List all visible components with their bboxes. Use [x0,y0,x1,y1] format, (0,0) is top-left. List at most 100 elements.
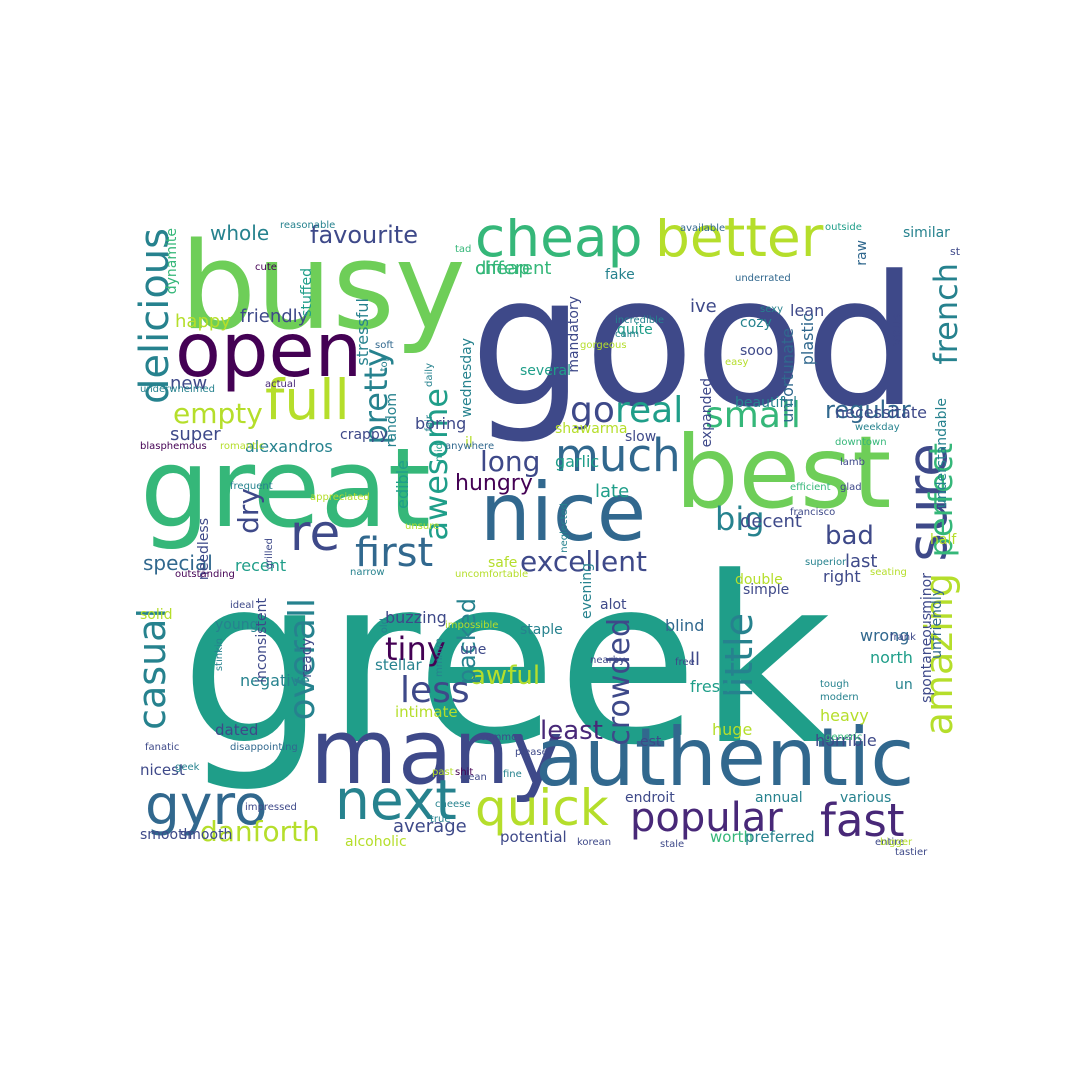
cloud-word: solid [140,607,173,623]
cloud-word: tough [820,679,850,690]
cloud-word: plastic [798,313,817,366]
cloud-word: ive [690,296,717,317]
cloud-word: mandatory [566,296,582,373]
cloud-word: many [310,700,564,805]
cloud-word: regular [825,396,911,424]
cloud-word: fanatic [145,742,180,753]
cloud-word: glad [840,482,862,493]
cloud-word: reasonable [280,220,336,231]
cloud-word: fast [820,794,905,847]
cloud-word: potential [500,828,567,846]
cloud-word: mid [434,443,445,462]
cloud-word: cheese [435,799,471,810]
cloud-word: il [465,435,473,451]
cloud-word: several [520,363,572,379]
cloud-word: edible [393,460,412,509]
cloud-word: seating [870,567,907,578]
cloud-word: downtown [835,437,887,448]
cloud-word: underwhelmed [140,384,215,395]
cloud-word: expanded [699,378,715,448]
cloud-word: fair [424,415,435,432]
cloud-word: right [823,567,861,586]
cloud-word: est [640,734,662,750]
cloud-word: quick [475,779,609,837]
cloud-word: danforth [200,815,320,848]
cloud-word: heavy [820,706,869,725]
cloud-word: stale [660,839,685,850]
cloud-word: modern [820,692,859,703]
cloud-word: ready [299,638,315,678]
cloud-word: horrible [815,731,877,750]
cloud-word: sexy [760,304,784,315]
cloud-word: intimate [395,703,458,721]
cloud-word: annual [755,790,803,806]
cloud-word: evening [579,563,595,620]
cloud-word: alexandros [245,437,333,456]
cloud-word: inconsistent [254,598,270,683]
cloud-word: ll [690,649,701,670]
cloud-word: tiny [385,630,446,668]
cloud-word: neglected [559,503,570,553]
cloud-word: whole [210,221,270,245]
cloud-word: true [430,814,451,825]
cloud-word: understandable [934,398,950,509]
cloud-word: long [480,445,541,478]
cloud-word: excellent [520,545,647,578]
cloud-word: dynamite [164,228,180,295]
cloud-word: please [515,747,548,758]
cloud-word: nicest [140,761,185,779]
cloud-word: cozy [740,315,772,331]
cloud-word: average [393,816,467,837]
cloud-word: stressful [353,298,372,366]
cloud-word: huge [712,720,753,739]
cloud-word: popular [630,795,783,841]
cloud-word: past [432,767,454,778]
cloud-word: romantic [220,441,265,452]
cloud-word: crowded [602,618,637,746]
cloud-word: unsure [405,521,440,532]
cloud-word: une [460,642,487,658]
cloud-word: gorgeous [580,340,627,351]
cloud-word: stellar [375,656,422,674]
cloud-word: weekday [855,422,900,433]
cloud-word: st [950,245,961,258]
cloud-word: awful [470,661,541,691]
cloud-word: impressed [245,802,297,813]
word-cloud: greek good great best busy many authentic nice o… [135,218,973,858]
cloud-word: blind [665,616,705,635]
cloud-word: friendly [240,306,309,327]
cloud-word: grilled [264,538,275,570]
cloud-word: outstanding [175,569,235,580]
cloud-word: wednesday [459,338,475,418]
cloud-word: incredible [615,315,665,326]
cloud-word: great [140,424,431,552]
cloud-word: fake [605,267,635,283]
cloud-word: young [215,617,259,633]
cloud-word: bad [825,521,874,551]
cloud-word: less [400,670,470,711]
cloud-word: impossible [445,620,499,631]
cloud-word: free [675,657,695,668]
cloud-word: last [845,551,878,572]
cloud-word: crappy [340,427,389,443]
cloud-word: casual [135,608,174,730]
cloud-word: french [927,263,965,365]
cloud-word: efficient [790,482,831,493]
cloud-word: next [335,768,457,832]
cloud-word: cheap [475,258,530,279]
cloud-word: easy [725,357,749,368]
cloud-word: double [735,572,783,588]
cloud-word: new [170,373,208,394]
cloud-word: first [355,530,434,576]
cloud-word: un [895,677,913,693]
cloud-word: geek [175,762,200,773]
cloud-word: fresh [690,677,731,696]
cloud-word: negative [240,671,310,690]
cloud-word: tastier [895,847,928,858]
cloud-word: garlic [555,452,600,471]
cloud-word: sooo [740,343,773,359]
cloud-word: clean [460,772,487,783]
cloud-word: daily [424,363,435,387]
cloud-word: better [655,218,824,269]
cloud-word: fine [503,769,522,780]
